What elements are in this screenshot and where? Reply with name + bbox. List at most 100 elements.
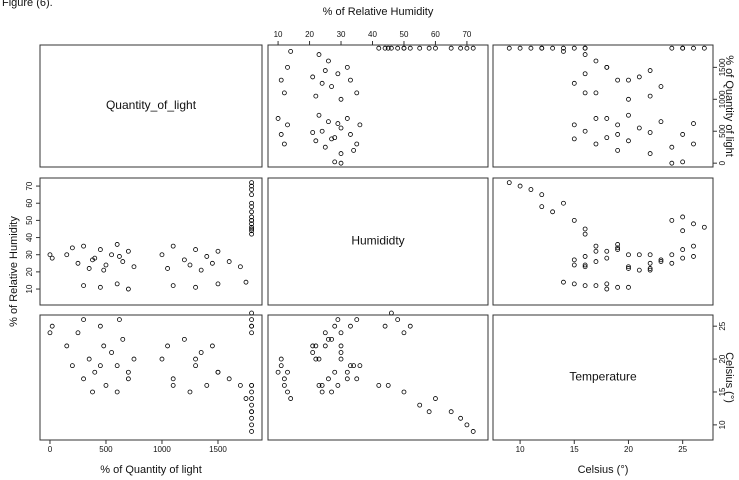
point: [335, 382, 341, 388]
point: [448, 45, 454, 51]
x-tick-label: 0: [48, 445, 53, 454]
y-axis-label: Celsius (°): [723, 352, 735, 403]
point: [636, 267, 642, 273]
point: [125, 369, 131, 375]
point: [332, 369, 338, 375]
point: [249, 180, 254, 186]
point: [316, 356, 322, 362]
point: [114, 389, 120, 395]
point: [593, 116, 599, 121]
point: [90, 389, 95, 395]
point: [329, 336, 334, 342]
point: [615, 132, 621, 137]
point: [571, 136, 577, 142]
point: [669, 45, 675, 51]
point: [249, 310, 254, 316]
x-tick-label: 20: [624, 445, 633, 454]
point: [382, 323, 388, 329]
point: [582, 52, 588, 57]
y-tick-label: 70: [25, 181, 34, 190]
point: [604, 64, 610, 70]
point: [125, 286, 131, 292]
point: [388, 310, 394, 316]
point: [125, 248, 131, 254]
variable-label: Temperature: [569, 370, 637, 384]
point: [249, 415, 254, 421]
point: [338, 160, 344, 166]
point: [209, 260, 215, 266]
point: [170, 243, 176, 249]
point: [281, 382, 287, 388]
point: [204, 254, 210, 259]
point: [249, 231, 254, 237]
point: [243, 279, 249, 285]
point: [571, 122, 577, 128]
point: [395, 317, 401, 323]
x-tick-label: 1500: [209, 445, 227, 454]
point: [582, 283, 588, 289]
point: [385, 45, 391, 51]
point: [249, 204, 254, 210]
y-tick-label: 60: [25, 198, 34, 207]
point: [464, 45, 470, 51]
point: [326, 58, 331, 64]
point: [338, 125, 344, 131]
point: [86, 266, 92, 271]
point: [701, 45, 707, 51]
point: [81, 283, 86, 289]
point: [310, 130, 316, 135]
point: [604, 135, 610, 141]
point: [90, 257, 95, 263]
point: [165, 266, 170, 271]
point: [285, 369, 290, 375]
point: [319, 382, 325, 388]
point: [680, 132, 686, 137]
point: [626, 112, 631, 118]
point: [249, 323, 254, 329]
y-tick-label: 10: [718, 420, 727, 429]
point: [344, 116, 350, 121]
point: [539, 45, 545, 51]
point: [125, 376, 131, 382]
point: [97, 323, 103, 329]
point: [458, 45, 464, 51]
point: [131, 264, 137, 270]
point: [401, 45, 407, 51]
point: [319, 128, 325, 134]
point: [326, 336, 331, 342]
point: [69, 363, 75, 369]
point: [338, 343, 344, 349]
point: [249, 382, 254, 388]
point: [470, 45, 476, 51]
point: [615, 147, 621, 153]
point: [376, 382, 382, 388]
point: [69, 245, 75, 251]
point: [322, 343, 328, 349]
point: [344, 376, 350, 382]
point: [571, 281, 577, 287]
point: [275, 116, 281, 121]
point: [626, 264, 631, 270]
point: [329, 136, 334, 142]
point: [348, 323, 353, 329]
point: [615, 284, 621, 290]
point: [114, 281, 120, 287]
point: [326, 376, 331, 382]
point: [604, 255, 610, 261]
point: [97, 247, 103, 252]
point: [120, 259, 126, 264]
point: [335, 121, 341, 126]
x-tick-label: 500: [99, 445, 113, 454]
y-axis-label: % of Relative Humidity: [8, 216, 20, 327]
point: [316, 52, 322, 57]
point: [249, 317, 254, 323]
point: [338, 151, 344, 156]
point: [593, 259, 599, 264]
point: [582, 71, 588, 77]
point: [285, 64, 290, 70]
point: [407, 45, 413, 51]
point: [417, 45, 423, 51]
point: [198, 350, 204, 355]
point: [680, 255, 686, 261]
